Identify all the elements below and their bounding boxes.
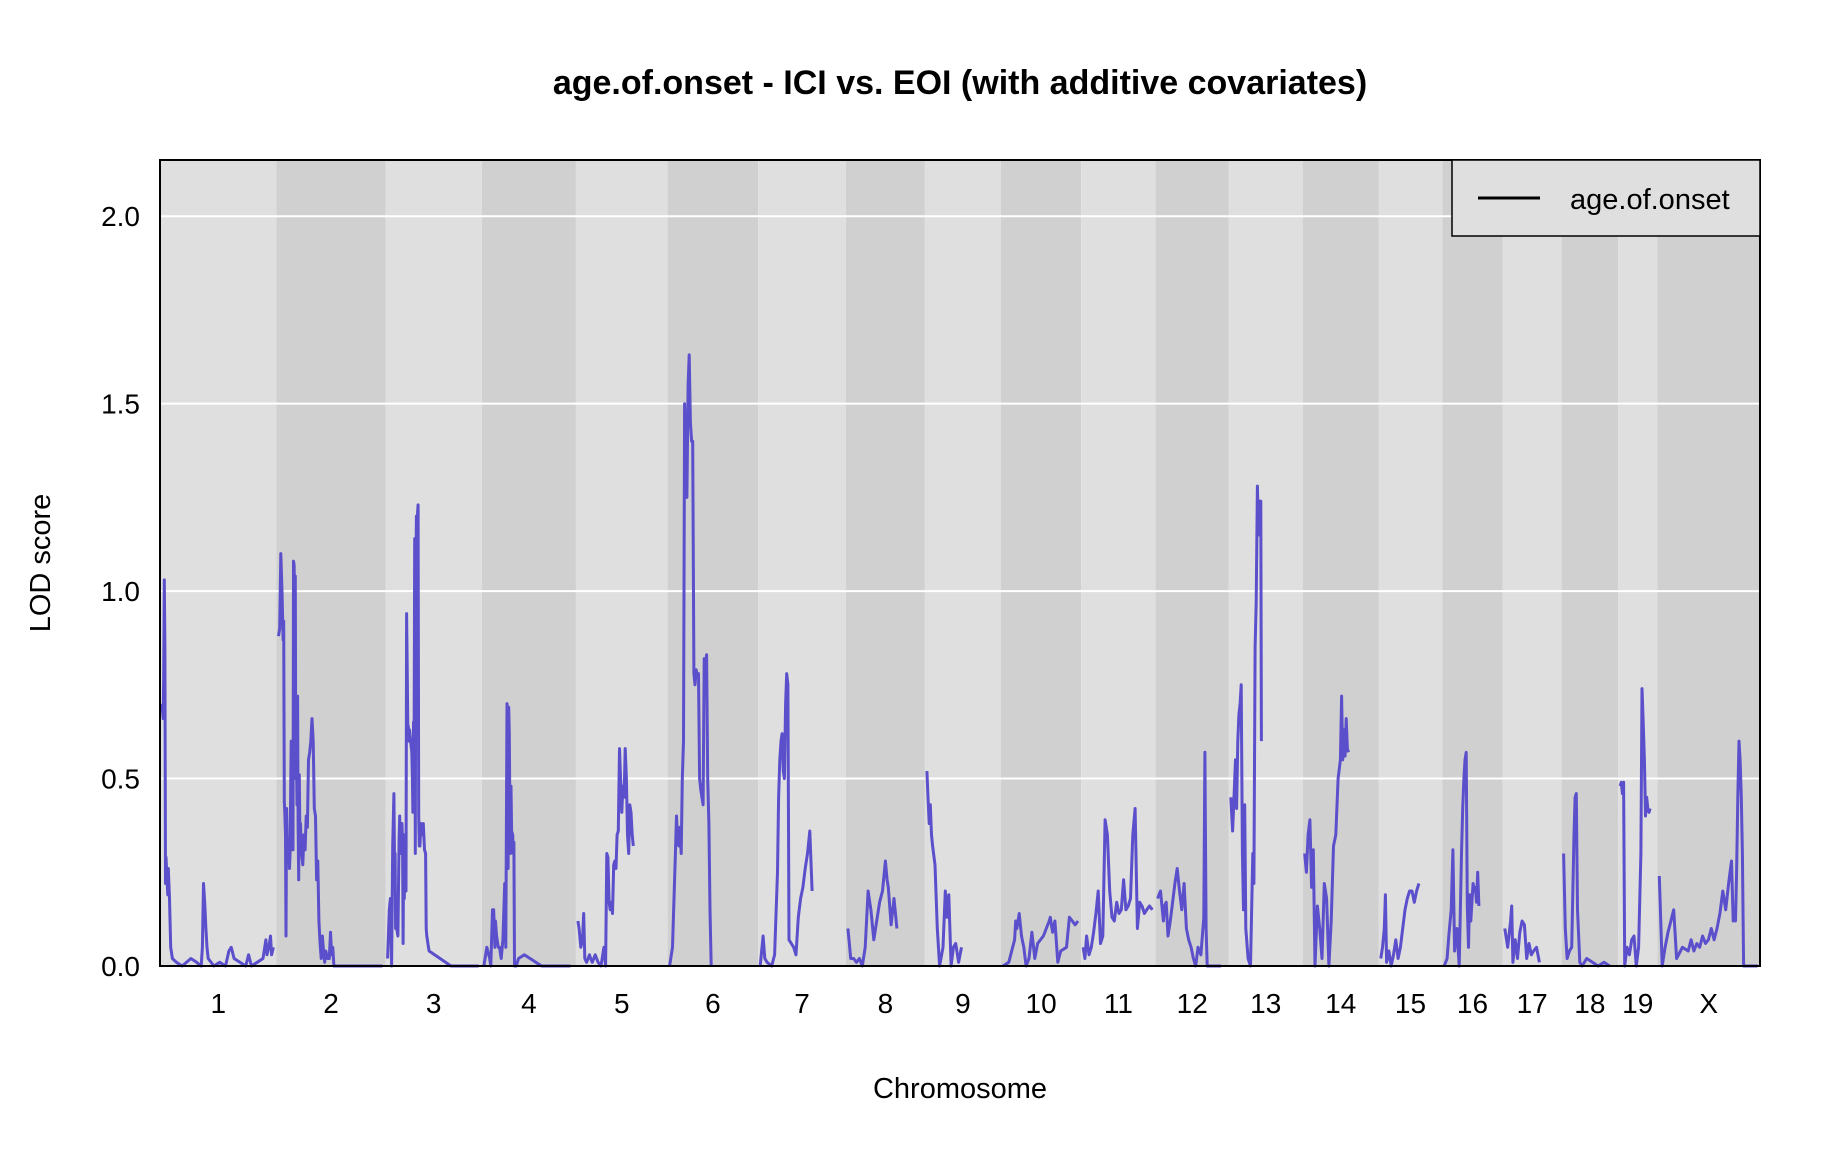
lod-series-chr-16 [1442,750,1481,968]
lod-series-chr-2 [277,552,383,968]
chromosome-bands [160,160,1760,966]
x-tick-label: 17 [1517,988,1548,1019]
chromosome-band-8 [845,160,925,966]
x-tick-label: 7 [794,988,810,1019]
lod-series-chr-10 [1002,912,1080,968]
legend: age.of.onset [1451,159,1761,237]
y-tick-label: 2.0 [101,201,140,232]
x-tick-label: 4 [521,988,537,1019]
legend-entry: age.of.onset [1570,184,1730,216]
x-tick-label: 6 [705,988,721,1019]
x-tick-label: 12 [1177,988,1208,1019]
y-tick-label: 0.5 [101,764,140,795]
lod-series-chr-3 [386,503,479,968]
lod-series-chr-9 [925,771,963,968]
chromosome-band-17 [1502,160,1562,966]
y-axis-label: LOD score [25,494,57,633]
x-tick-label: 9 [955,988,971,1019]
y-tick-label: 1.0 [101,576,140,607]
lod-series-chr-12 [1156,750,1222,968]
lod-series-chr-7 [758,672,814,968]
x-tick-label: 3 [426,988,442,1019]
lod-series-chr-11 [1081,807,1154,960]
plot-frame [159,159,1761,967]
y-tick-label: 0.0 [101,951,140,982]
lod-series-chr-18 [1562,792,1611,968]
lod-series-chr-13 [1229,484,1263,968]
lod-series-chr-8 [846,859,899,968]
chromosome-band-15 [1378,160,1443,966]
lod-series-chr-19 [1618,687,1652,968]
chromosome-band-4 [481,160,576,966]
lod-series-chr-X [1657,739,1758,968]
y-tick-label: 1.5 [101,389,140,420]
x-tick-label: 11 [1104,988,1133,1019]
x-tick-label: 16 [1457,988,1488,1019]
x-tick-label: 13 [1250,988,1281,1019]
x-tick-label: 14 [1325,988,1356,1019]
x-tick-label: 2 [323,988,339,1019]
lod-series-chr-4 [482,702,571,968]
x-tick-label: X [1699,988,1718,1019]
lod-series-chr-15 [1379,883,1421,968]
chromosome-band-X [1657,160,1760,966]
x-tick-label: 8 [878,988,894,1019]
y-axis-ticks: 0.0 0.5 1.0 1.5 2.0 [101,201,140,982]
chromosome-band-16 [1442,160,1503,966]
chromosome-band-10 [1001,160,1082,966]
x-tick-label: 5 [614,988,630,1019]
x-axis-ticks: 1 2 3 4 5 6 7 8 9 10 11 12 13 14 15 16 17 18 19 X [210,988,1718,1019]
chromosome-band-1 [160,160,277,966]
x-tick-label: 15 [1395,988,1426,1019]
chromosome-band-18 [1561,160,1619,966]
chromosome-band-14 [1302,160,1379,966]
chromosome-band-13 [1228,160,1303,966]
chromosome-band-9 [924,160,1002,966]
chromosome-band-5 [575,160,668,966]
chart-title: age.of.onset - ICI vs. EOI (with additiv… [553,64,1367,102]
x-tick-label: 10 [1026,988,1057,1019]
lod-series-chr-1 [160,578,275,968]
chromosome-band-11 [1081,160,1156,966]
lod-curve [160,353,1758,968]
x-tick-label: 18 [1574,988,1605,1019]
lod-series-chr-5 [576,747,635,968]
chromosome-band-12 [1155,160,1229,966]
x-tick-label: 1 [210,988,226,1019]
chromosome-band-7 [758,160,846,966]
lod-series-chr-17 [1503,904,1541,964]
x-tick-label: 19 [1622,988,1653,1019]
lod-series-chr-6 [668,353,713,967]
x-axis-label: Chromosome [873,1073,1047,1105]
